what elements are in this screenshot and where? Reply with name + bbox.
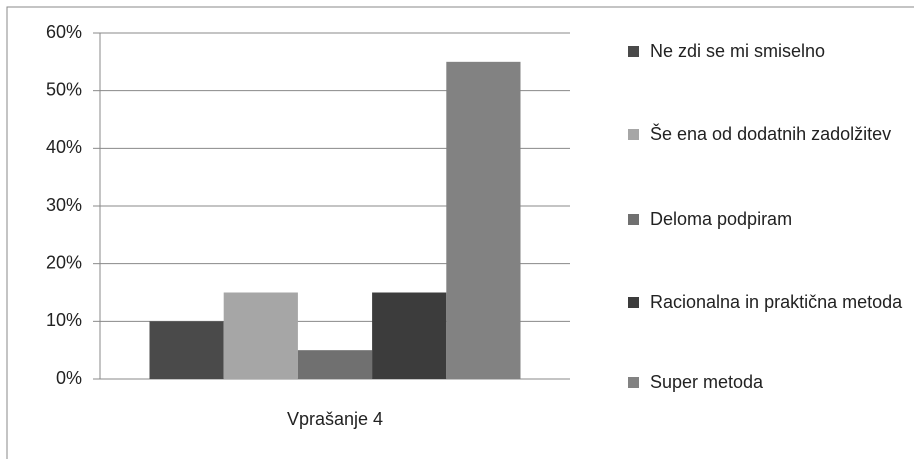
- legend-label: Super metoda: [650, 372, 764, 392]
- bar: [446, 61, 521, 379]
- x-tick-label: Vprašanje 4: [287, 409, 383, 429]
- legend-swatch: [628, 129, 639, 140]
- legend-swatch: [628, 297, 639, 308]
- legend-entry: Racionalna in praktična metoda: [628, 285, 913, 320]
- y-tick-label: 60%: [46, 22, 82, 42]
- bar: [149, 321, 224, 379]
- y-tick-label: 40%: [46, 137, 82, 157]
- y-tick-label: 30%: [46, 195, 82, 215]
- y-tick-label: 20%: [46, 252, 82, 272]
- bar: [297, 350, 373, 379]
- legend-entry: Še ena od dodatnih zadolžitev: [628, 117, 913, 152]
- y-tick-label: 0%: [56, 368, 82, 388]
- legend-entry: Ne zdi se mi smiselno: [628, 34, 913, 69]
- legend-swatch: [628, 377, 639, 388]
- chart-border: [6, 6, 914, 459]
- legend-label: Ne zdi se mi smiselno: [650, 41, 826, 61]
- legend-entry: Deloma podpiram: [628, 202, 913, 237]
- legend-swatch: [628, 214, 639, 225]
- legend-label: Racionalna in praktična metoda: [650, 292, 903, 312]
- legend-swatch: [628, 46, 639, 57]
- legend-entry: Super metoda: [628, 365, 913, 400]
- legend-label: Deloma podpiram: [650, 209, 793, 229]
- y-tick-label: 50%: [46, 79, 82, 99]
- legend-label: Še ena od dodatnih zadolžitev: [650, 124, 892, 144]
- y-tick-label: 10%: [46, 310, 82, 330]
- bar: [223, 292, 298, 379]
- bar: [372, 292, 447, 379]
